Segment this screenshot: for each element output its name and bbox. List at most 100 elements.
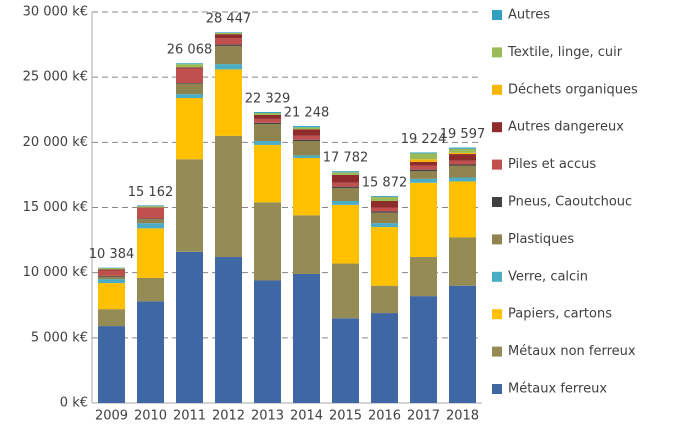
y-tick-label: 25 000 k€ (23, 70, 88, 85)
legend-label: Métaux ferreux (508, 382, 607, 397)
total-label: 21 248 (284, 106, 330, 121)
x-tick-label: 2017 (407, 409, 440, 424)
legend-swatch (492, 47, 502, 57)
bar-segment (176, 83, 203, 84)
bar-segment (215, 69, 242, 135)
total-label: 10 384 (89, 247, 135, 262)
bar-segment (254, 145, 281, 202)
bar-segment (137, 206, 164, 207)
bar-segment (137, 219, 164, 220)
bar-segment (293, 274, 320, 403)
total-label: 28 447 (206, 12, 252, 27)
bar-segment (176, 159, 203, 252)
bar-segment (176, 94, 203, 98)
y-tick-label: 20 000 k€ (23, 135, 88, 150)
bar-segment (98, 269, 125, 270)
bar-segment (293, 155, 320, 158)
bar-segment (215, 33, 242, 34)
bar-segment (449, 237, 476, 285)
x-tick-label: 2014 (290, 409, 323, 424)
bar-segment (293, 136, 320, 140)
bar-segment (371, 223, 398, 227)
bar-segment (215, 136, 242, 257)
legend-label: Papiers, cartons (508, 307, 612, 322)
bar-segment (137, 301, 164, 403)
bar-segment (410, 183, 437, 257)
legend-label: Déchets organiques (508, 82, 638, 97)
total-label: 15 872 (362, 176, 408, 191)
legend-swatch (492, 10, 502, 20)
bar-segment (293, 129, 320, 136)
legend-label: Piles et accus (508, 157, 596, 172)
bar-segment (98, 271, 125, 276)
bar-segment (332, 171, 359, 172)
bar-segment (137, 228, 164, 278)
bar-segment (254, 141, 281, 145)
bar-segment (254, 123, 281, 124)
bar-segment (371, 227, 398, 286)
bar-segment (449, 149, 476, 153)
bar-segment (137, 223, 164, 228)
bar-segment (449, 286, 476, 403)
bar-segment (215, 32, 242, 33)
legend-label: Textile, linge, cuir (507, 45, 623, 60)
bar-segment (293, 215, 320, 274)
x-tick-label: 2012 (212, 409, 245, 424)
bar-segment (176, 64, 203, 67)
bar-segment (254, 124, 281, 141)
legend-swatch (492, 234, 502, 244)
bar-segment (332, 188, 359, 201)
bar-segment (410, 152, 437, 153)
bar-segment (332, 187, 359, 188)
bar-segment (137, 219, 164, 223)
bar-segment (371, 286, 398, 313)
legend-swatch (492, 122, 502, 132)
bar-segment (293, 140, 320, 141)
bar-segment (176, 252, 203, 403)
bar-segment (410, 179, 437, 183)
y-tick-label: 0 k€ (60, 396, 88, 411)
legend-label: Pneus, Caoutchouc (508, 195, 632, 210)
bar-segment (293, 126, 320, 127)
bar-segment (332, 264, 359, 319)
legend-label: Autres dangereux (508, 120, 624, 135)
y-tick-label: 30 000 k€ (23, 5, 88, 20)
bar-segment (137, 208, 164, 219)
bar-segment (137, 205, 164, 206)
bar-segment (98, 283, 125, 309)
bar-segment (410, 171, 437, 179)
bar-segment (254, 113, 281, 115)
bar-segment (332, 318, 359, 403)
bar-segment (410, 159, 437, 162)
bar-segment (293, 127, 320, 129)
bar-segment (98, 277, 125, 280)
legend-label: Plastiques (508, 232, 574, 247)
bar-segment (332, 201, 359, 205)
total-label: 26 068 (167, 43, 213, 58)
bar-segment (176, 63, 203, 64)
bar-segment (98, 326, 125, 403)
legend-label: Verre, calcin (508, 269, 588, 284)
bar-segment (176, 67, 203, 68)
bar-segment (449, 161, 476, 165)
bar-segment (98, 268, 125, 269)
bar-segment (98, 279, 125, 283)
bar-segment (371, 201, 398, 208)
bar-segment (371, 208, 398, 212)
bar-segment (176, 84, 203, 94)
bar-segment (254, 115, 281, 119)
legend-swatch (492, 85, 502, 95)
bar-segment (410, 296, 437, 403)
bar-segment (215, 45, 242, 46)
bar-segment (410, 166, 437, 170)
bar-segment (449, 166, 476, 178)
bar-segment (371, 211, 398, 212)
y-tick-label: 10 000 k€ (23, 265, 88, 280)
bar-segment (371, 196, 398, 197)
bar-segment (215, 64, 242, 69)
x-tick-label: 2011 (173, 409, 206, 424)
bar-segment (410, 170, 437, 171)
bar-segment (176, 98, 203, 159)
bar-segment (449, 164, 476, 165)
bar-segment (332, 205, 359, 264)
